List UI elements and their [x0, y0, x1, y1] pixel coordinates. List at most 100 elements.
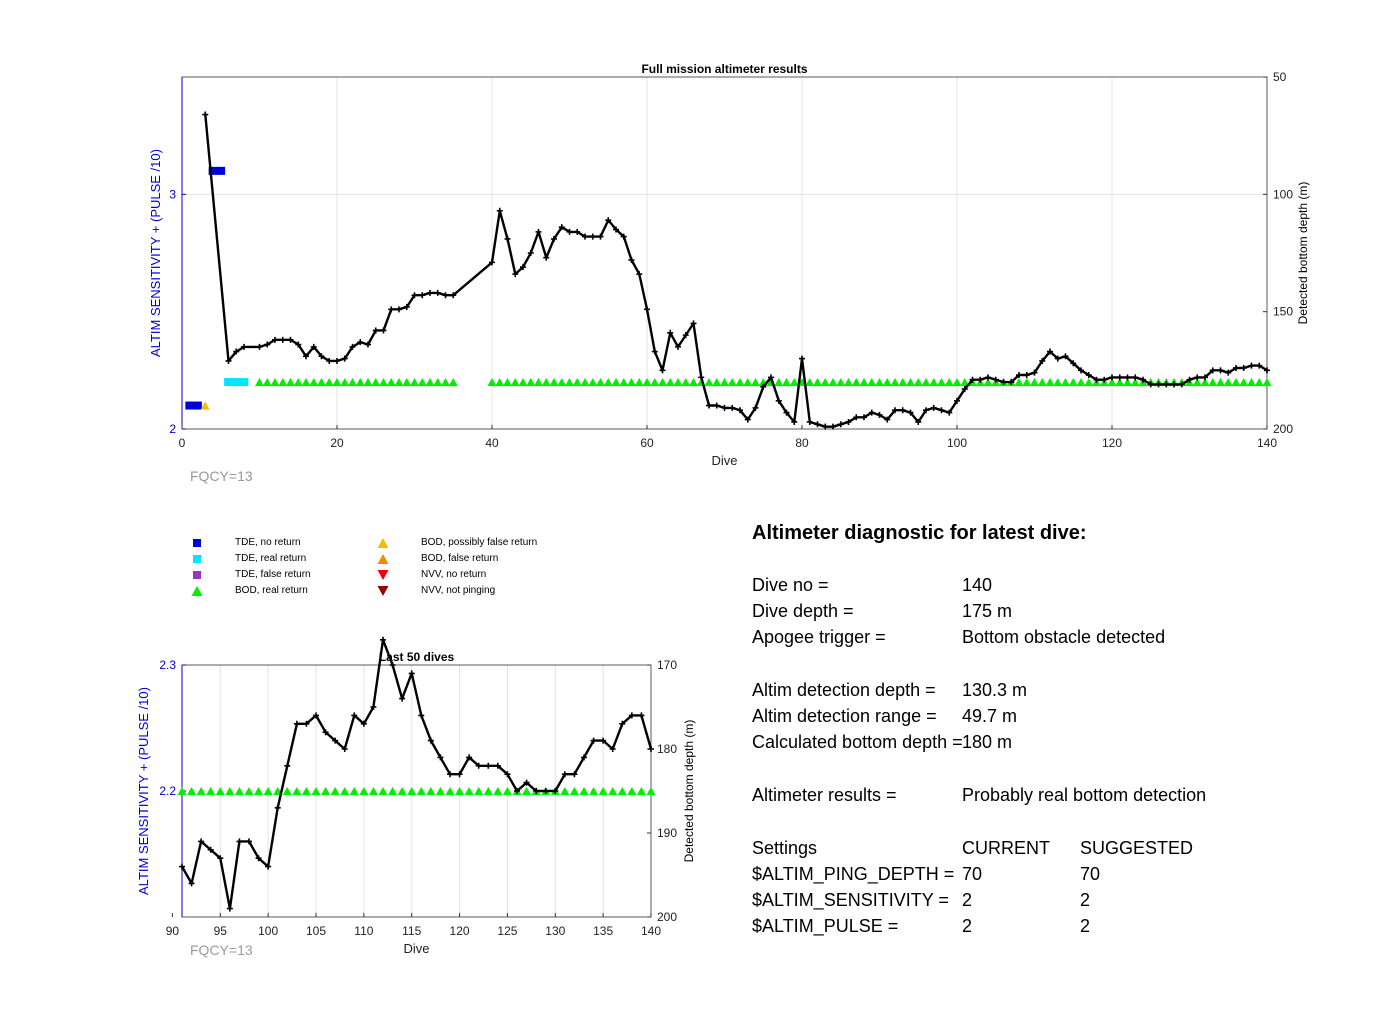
x-tick-label: 105 — [306, 924, 326, 938]
bod-real-return-marker — [1037, 378, 1047, 387]
x-tick-label: 135 — [593, 924, 613, 938]
depth-point — [1209, 367, 1216, 374]
right-y-tick-label: 200 — [657, 910, 677, 924]
bod-real-return-marker — [844, 378, 853, 387]
bod-real-return-marker — [301, 378, 311, 387]
bod-real-return-marker — [368, 786, 378, 796]
x-tick-label: 0 — [179, 436, 186, 450]
altim-detection-range-label: Altim detection range = — [752, 706, 937, 726]
depth-point — [1171, 381, 1177, 388]
setting-ping-depth-current: 70 — [962, 864, 983, 884]
bod-real-return-marker — [348, 378, 357, 387]
depth-point — [861, 414, 867, 421]
depth-point — [1163, 381, 1170, 388]
setting-sensitivity-suggested: 2 — [1080, 890, 1091, 910]
depth-point — [985, 374, 991, 381]
bod-real-return-marker — [215, 786, 225, 796]
setting-sensitivity-current: 2 — [962, 890, 973, 910]
bod-real-return-marker — [394, 378, 404, 387]
bod-real-return-marker — [665, 378, 675, 387]
bod-real-return-marker — [340, 786, 350, 796]
bod-real-return-marker — [983, 378, 993, 387]
right-y-tick-label: 170 — [657, 658, 677, 672]
bod-real-return-marker — [206, 786, 216, 796]
depth-point — [648, 746, 654, 752]
depth-point — [527, 250, 534, 256]
bod-real-return-marker — [487, 378, 497, 387]
setting-pulse-suggested: 2 — [1080, 916, 1091, 936]
bod-real-return-marker — [813, 378, 822, 387]
bod-real-return-marker — [425, 378, 435, 387]
depth-point — [225, 357, 232, 364]
depth-point — [558, 224, 565, 231]
bod-real-return-marker — [541, 378, 551, 387]
depth-point — [246, 838, 252, 845]
depth-point — [822, 423, 829, 430]
bod-real-return-marker — [1061, 378, 1070, 387]
depth-point — [370, 704, 377, 710]
bod-real-return-marker — [301, 786, 311, 796]
setting-ping-depth-suggested: 70 — [1080, 864, 1101, 884]
bod-real-return-marker — [867, 378, 877, 387]
bod-possibly-false-return-legend-icon — [377, 537, 389, 548]
left-y-tick-label: 2.3 — [159, 658, 176, 672]
bod-real-return-marker — [355, 378, 365, 387]
depth-point — [365, 341, 371, 348]
calculated-bottom-depth-label: Calculated bottom depth = — [752, 732, 963, 752]
bod-real-return-marker — [441, 378, 450, 387]
legend-label: TDE, no return — [235, 537, 301, 548]
depth-point — [659, 367, 666, 374]
bod-real-return-marker — [882, 378, 892, 387]
depth-point — [571, 771, 578, 778]
depth-point — [628, 257, 635, 264]
dive-depth-value: 175 m — [962, 601, 1013, 621]
bod-real-return-marker — [937, 378, 946, 387]
bod-real-return-marker — [650, 378, 660, 387]
plot-frame — [181, 76, 1268, 430]
depth-point — [876, 411, 883, 418]
settings-header-suggested: SUGGESTED — [1080, 838, 1194, 858]
depth-point — [533, 788, 540, 794]
depth-point — [1070, 360, 1077, 367]
x-axis-label: Dive — [711, 453, 737, 468]
depth-point — [845, 418, 852, 425]
depth-point — [977, 376, 984, 383]
tde-real-return-marker — [239, 378, 249, 387]
bod-real-return-marker — [673, 378, 683, 387]
depth-point — [1124, 374, 1131, 381]
depth-point — [619, 720, 626, 727]
depth-point — [179, 863, 185, 870]
legend-item: BOD, false return — [376, 551, 498, 566]
dive-no-label: Dive no = — [752, 575, 829, 595]
depth-point — [380, 327, 387, 334]
bod-real-return-marker — [311, 786, 321, 796]
fqcy-label: FQCY=13 — [190, 942, 253, 958]
bod-real-return-marker — [278, 378, 288, 387]
depth-point — [411, 292, 418, 299]
depth-point — [698, 374, 705, 381]
bod-real-return-marker — [196, 786, 206, 796]
left-y-axis-label: ALTIM SENSITIVITY + (PULSE /10) — [148, 149, 163, 357]
depth-point — [868, 409, 875, 416]
depth-point — [1256, 362, 1263, 369]
setting-pulse-label: $ALTIM_PULSE = — [752, 916, 899, 936]
depth-point — [1008, 379, 1015, 386]
depth-point — [837, 421, 844, 428]
depth-point — [408, 670, 415, 677]
x-tick-label: 60 — [640, 436, 654, 450]
depth-point — [485, 762, 492, 769]
bod-real-return-marker — [751, 378, 760, 387]
altimeter-results-value: Probably real bottom detection — [962, 785, 1207, 805]
full-mission-chart: 0 20 40 60 80 100 120 140 2 3 50 100 150 200 Full miss… — [148, 62, 1310, 484]
depth-point — [351, 712, 358, 719]
right-y-tick-label: 200 — [1273, 422, 1293, 436]
depth-point — [636, 271, 643, 278]
legend-item: BOD, possibly false return — [376, 535, 537, 550]
depth-point — [1178, 381, 1185, 388]
depth-point — [326, 357, 333, 364]
depth-point — [589, 233, 596, 240]
depth-point — [504, 235, 511, 242]
bod-real-return-marker — [720, 378, 729, 387]
bod-real-return-marker — [712, 378, 722, 387]
